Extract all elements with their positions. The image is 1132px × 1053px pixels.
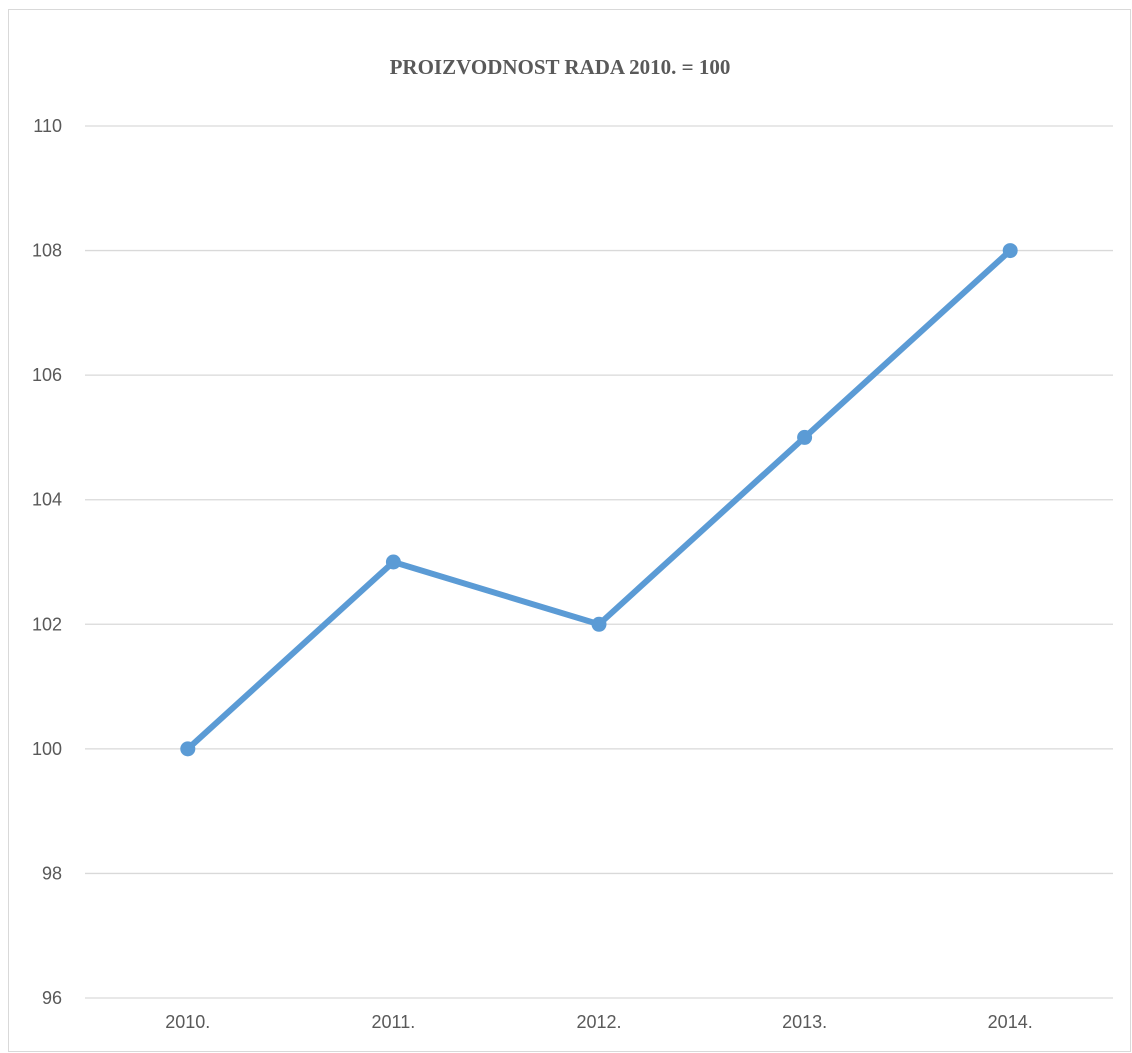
chart-title: PROIZVODNOST RADA 2010. = 100 xyxy=(390,55,731,79)
x-tick-label: 2013. xyxy=(782,1012,827,1032)
y-axis-ticks: 96 98 100 102 104 106 108 110 xyxy=(32,116,62,1008)
y-tick-label: 108 xyxy=(32,241,62,261)
gridlines xyxy=(85,125,1113,999)
x-tick-label: 2014. xyxy=(988,1012,1033,1032)
chart-frame xyxy=(8,9,1131,1052)
x-axis: 2010. 2011. 2012. 2013. 2014. xyxy=(165,1012,1032,1032)
y-tick-label: 98 xyxy=(42,863,62,883)
y-tick-label: 104 xyxy=(32,490,62,510)
data-point xyxy=(797,429,813,445)
y-tick-label: 110 xyxy=(33,116,62,136)
data-point xyxy=(385,554,401,570)
data-point xyxy=(591,616,607,632)
y-tick-label: 102 xyxy=(32,614,62,634)
y-tick-label: 100 xyxy=(32,739,62,759)
x-tick-label: 2011. xyxy=(372,1012,416,1032)
data-point xyxy=(180,741,196,757)
x-tick-label: 2012. xyxy=(576,1012,621,1032)
series-layer xyxy=(180,243,1018,757)
data-point xyxy=(1002,243,1018,259)
y-tick-label: 106 xyxy=(32,365,62,385)
y-tick-label: 96 xyxy=(42,988,62,1008)
x-tick-label: 2010. xyxy=(165,1012,210,1032)
